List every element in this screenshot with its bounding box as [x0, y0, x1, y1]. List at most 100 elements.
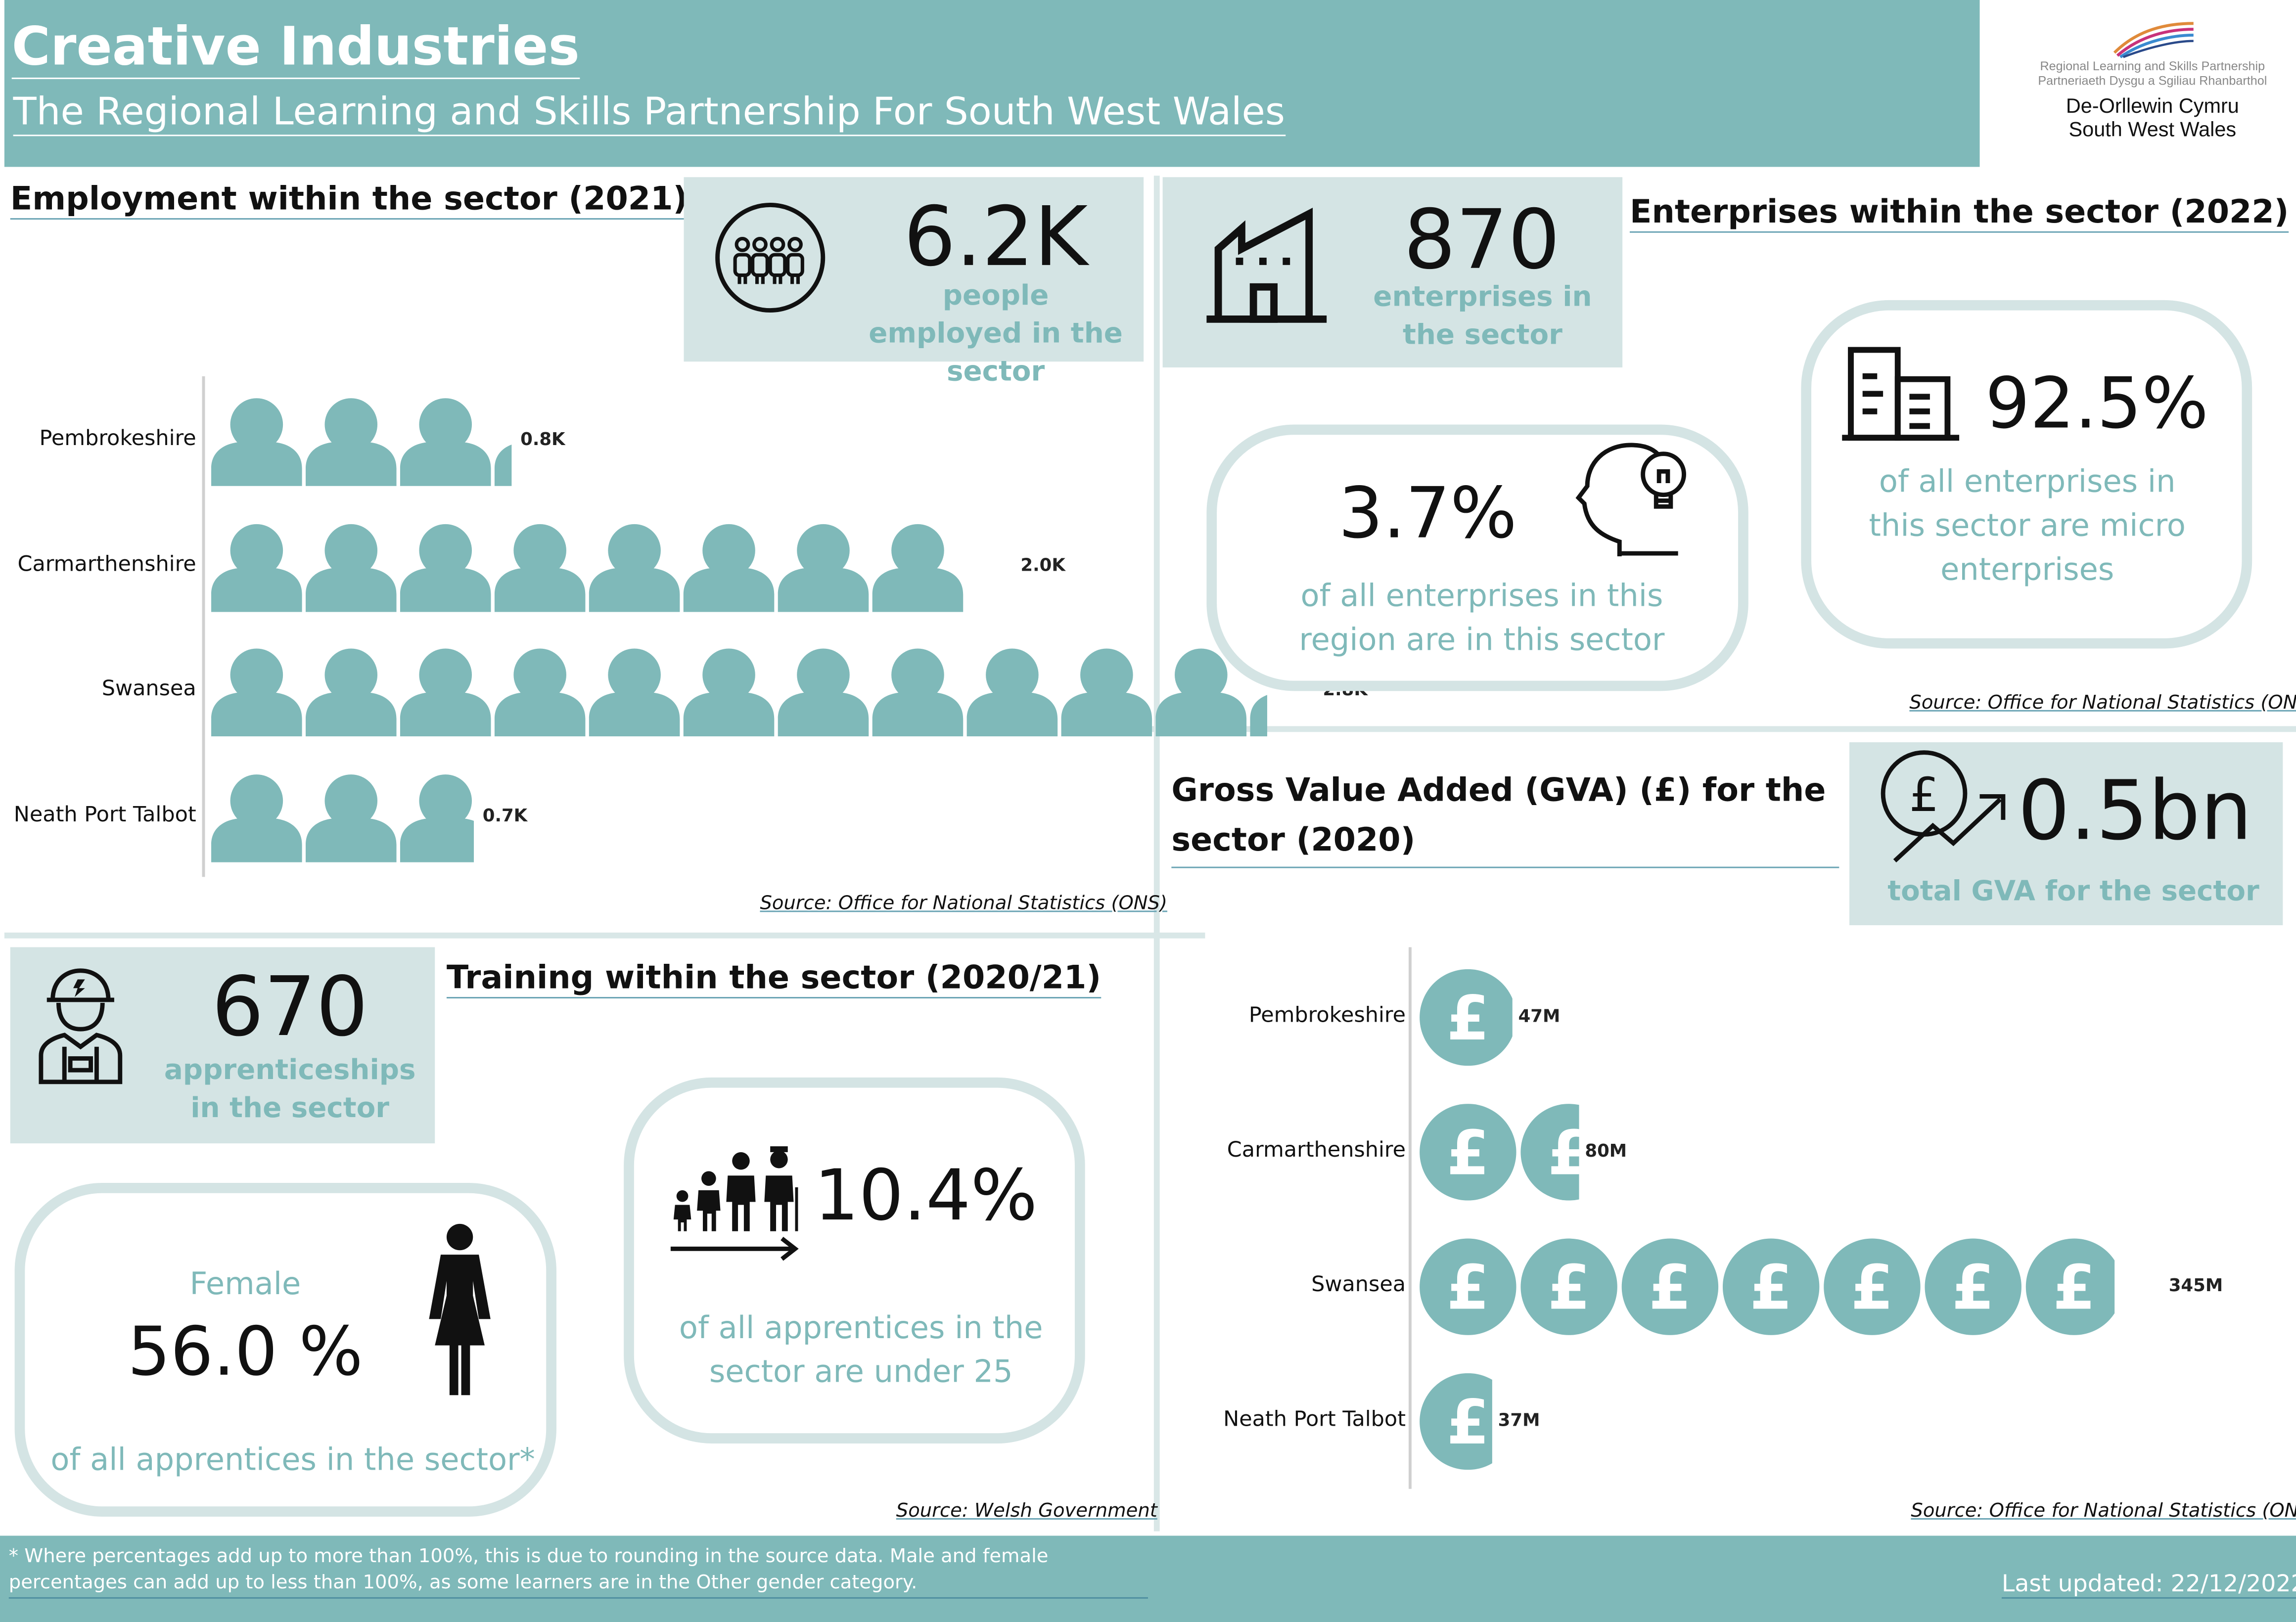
header-banner — [4, 0, 1980, 167]
page-title: Creative Industries — [11, 18, 580, 79]
pound-coin-icon: £ — [1824, 1238, 1921, 1335]
swoosh-logo-icon — [2113, 22, 2194, 58]
person-icon — [778, 648, 869, 737]
enterprises-region-card — [1206, 424, 1748, 691]
chart-axis — [202, 376, 205, 877]
category-label: Carmarthenshire — [17, 552, 196, 576]
employment-source: Source: Office for National Statistics (… — [760, 893, 1168, 915]
logo-line-4: South West Wales — [2068, 117, 2237, 141]
svg-text:£: £ — [1548, 1118, 1591, 1189]
person-icon — [1061, 648, 1152, 737]
gva-source: Source: Office for National Statistics (… — [1911, 1500, 2296, 1523]
employment-stat-value: 6.2K — [903, 190, 1088, 286]
footer-note: * Where percentages add up to more than … — [8, 1544, 1148, 1599]
pound-coin-icon: £ — [1722, 1238, 1820, 1335]
chart-axis — [1408, 947, 1412, 1489]
person-icon — [211, 773, 302, 862]
pound-coin-icon: £ — [1520, 1104, 1591, 1201]
under25-card — [624, 1077, 1085, 1444]
gva-stat-value: 0.5bn — [2018, 764, 2252, 859]
group-of-people-icon — [715, 203, 826, 313]
person-icon — [494, 445, 512, 486]
person-icon — [400, 523, 491, 611]
svg-text:£: £ — [2053, 1253, 2096, 1324]
person-icon — [872, 648, 964, 737]
pound-growth-icon: £ — [1881, 750, 2006, 863]
person-icon — [400, 773, 474, 862]
age-progression-icon — [670, 1146, 799, 1261]
person-icon — [589, 648, 680, 737]
category-label: Neath Port Talbot — [13, 803, 196, 827]
svg-text:£: £ — [1447, 1118, 1490, 1189]
pound-coin-icon: £ — [1925, 1238, 2021, 1335]
pound-coin-icon: £ — [1420, 1104, 1516, 1201]
svg-text:£: £ — [1447, 1253, 1490, 1324]
footer-banner — [0, 1535, 2296, 1622]
gva-title: Gross Value Added (GVA) (£) for the sect… — [1171, 767, 1839, 868]
person-row — [211, 773, 474, 862]
enterprises-micro-card — [1801, 300, 2252, 649]
female-label: of all apprentices in the sector* — [50, 1442, 535, 1478]
svg-text:£: £ — [1649, 1253, 1692, 1324]
pound-row: £ £ — [1420, 1104, 1591, 1201]
category-label: Carmarthenshire — [1227, 1139, 1406, 1163]
person-icon — [494, 523, 586, 611]
value-label: 37M — [1498, 1409, 1540, 1431]
enterprises-region-label: of all enterprises in this region are in… — [1299, 578, 1665, 658]
female-title: Female — [189, 1266, 301, 1302]
divider-vertical — [1153, 176, 1160, 1532]
value-label: 0.8K — [520, 429, 565, 450]
value-label: 0.7K — [482, 804, 528, 825]
training-title: Training within the sector (2020/21) — [446, 960, 1102, 999]
training-stat-value: 670 — [211, 960, 368, 1056]
person-icon — [1250, 695, 1267, 737]
employment-chart: Pembrokeshire 0.8K Carmarthenshire 2.0K Swan… — [0, 373, 1368, 886]
office-buildings-icon — [1842, 347, 1960, 441]
enterprises-stat-card — [1162, 177, 1623, 368]
person-icon — [305, 523, 397, 611]
pound-coin-icon: £ — [1420, 1238, 1516, 1335]
svg-text:£: £ — [1749, 1253, 1792, 1324]
under25-pct: 10.4% — [814, 1155, 1038, 1237]
enterprises-micro-label: of all enterprises in this sector are mi… — [1869, 464, 2186, 587]
divider-left-horizontal — [4, 932, 1205, 939]
training-source: Source: Welsh Government — [896, 1500, 1157, 1523]
svg-text:£: £ — [1952, 1253, 1995, 1324]
logo-line-3: De-Orllewin Cymru — [2066, 93, 2239, 117]
pound-coin-icon: £ — [1420, 1373, 1492, 1470]
employment-stat-label: people employed in the sector — [869, 279, 1123, 388]
enterprises-micro-pct: 92.5% — [1985, 363, 2209, 445]
head-lightbulb-icon — [1575, 443, 1686, 556]
person-icon — [966, 648, 1058, 737]
pound-row: £ £ £ £ £ £ £ — [1420, 1238, 2115, 1335]
person-icon — [778, 523, 869, 611]
enterprises-title: Enterprises within the sector (2022) — [1629, 195, 2289, 233]
pound-row: £ — [1420, 1373, 1492, 1470]
enterprises-region-pct: 3.7% — [1338, 473, 1517, 555]
person-icon — [1155, 648, 1247, 737]
svg-text:£: £ — [1447, 1387, 1490, 1458]
person-icon — [211, 648, 302, 737]
person-icon — [305, 398, 397, 486]
logo-line-1: Regional Learning and Skills Partnership — [2040, 58, 2265, 74]
svg-text:£: £ — [1447, 983, 1490, 1054]
pound-coin-icon: £ — [1621, 1238, 1719, 1335]
value-label: 345M — [2168, 1275, 2223, 1296]
svg-text:£: £ — [1851, 1253, 1894, 1324]
person-icon — [872, 523, 964, 611]
enterprises-stat-value: 870 — [1403, 193, 1561, 289]
value-label: 47M — [1518, 1005, 1561, 1027]
person-icon — [683, 648, 775, 737]
category-label: Pembrokeshire — [39, 427, 196, 451]
enterprises-source: Source: Office for National Statistics (… — [1909, 692, 2296, 715]
female-person-icon — [429, 1223, 491, 1396]
partnership-logo: Regional Learning and Skills Partnership… — [2020, 18, 2284, 157]
person-icon — [494, 648, 586, 737]
person-icon — [683, 523, 775, 611]
page-subtitle: The Regional Learning and Skills Partner… — [13, 91, 1285, 136]
logo-line-2: Partneriaeth Dysgu a Sgiliau Rhanbarthol — [2038, 73, 2267, 88]
category-label: Swansea — [101, 677, 196, 702]
training-stat-label: apprenticeships in the sector — [164, 1054, 416, 1125]
category-label: Pembrokeshire — [1248, 1004, 1406, 1028]
